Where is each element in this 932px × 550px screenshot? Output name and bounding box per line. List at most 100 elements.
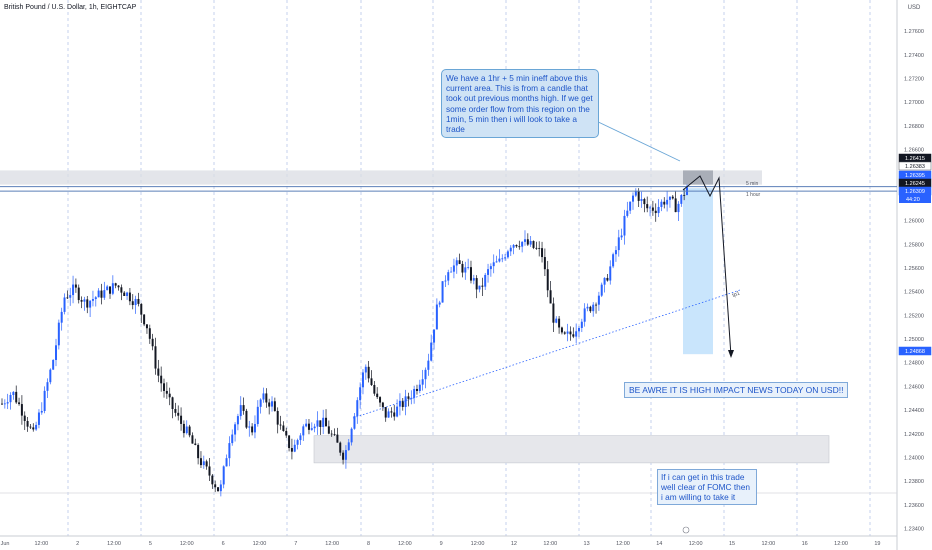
candle: [495, 255, 498, 263]
candle-body: [651, 207, 654, 211]
candle: [373, 381, 376, 396]
candle-body: [367, 366, 370, 379]
candle: [660, 199, 663, 212]
candle: [60, 307, 63, 331]
candle: [9, 392, 12, 410]
price-badge-text: 1.26395: [905, 173, 925, 179]
candle-body: [97, 290, 100, 298]
candle: [336, 427, 339, 443]
candle-body: [634, 190, 637, 196]
x-tick-label: 16: [802, 541, 808, 547]
candle: [214, 480, 217, 493]
candle: [597, 291, 600, 311]
candle-body: [592, 304, 595, 312]
candle: [52, 359, 55, 371]
candle: [367, 360, 370, 383]
candle: [1, 398, 3, 405]
candle-body: [589, 306, 592, 312]
candle: [242, 397, 245, 415]
candle-body: [100, 290, 103, 298]
candle-body: [3, 403, 6, 405]
candle: [356, 397, 359, 424]
candle-body: [268, 402, 271, 407]
inefficiency-zone: [0, 170, 762, 185]
candle-body: [646, 204, 649, 209]
candle: [387, 408, 390, 418]
x-tick-label: 12:00: [34, 541, 48, 547]
price-badge: 1.26245: [898, 178, 932, 188]
price-badge-text: 1.24868: [905, 349, 925, 355]
candle-body: [455, 260, 458, 266]
candle: [131, 294, 134, 310]
candle-body: [361, 372, 364, 388]
x-tick-label: 19: [874, 541, 880, 547]
candle: [72, 275, 75, 304]
candle-body: [248, 426, 251, 428]
candle: [248, 420, 251, 437]
candle-body: [373, 385, 376, 394]
candle: [194, 438, 197, 446]
candle: [438, 300, 441, 308]
candle-body: [390, 411, 393, 413]
projection-arrowhead: [728, 350, 734, 358]
candle-body: [538, 248, 541, 249]
candle: [330, 430, 333, 437]
candle-body: [563, 332, 566, 334]
candle-body: [171, 397, 174, 410]
candle: [296, 438, 299, 450]
candle-body: [475, 278, 478, 290]
projection-path: [682, 175, 732, 357]
candle: [552, 297, 555, 332]
candle-body: [438, 302, 441, 305]
candle-body: [253, 424, 256, 433]
candle-body: [288, 435, 291, 449]
candle-body: [629, 201, 632, 211]
candle-body: [290, 448, 293, 452]
candle: [435, 298, 438, 330]
candle: [424, 367, 427, 389]
candle: [160, 366, 163, 392]
x-tick-label: 12:00: [325, 541, 339, 547]
candle-body: [541, 248, 544, 258]
candle-body: [9, 394, 12, 403]
candle-body: [407, 396, 410, 399]
candle-body: [180, 415, 183, 424]
candle-body: [55, 345, 58, 360]
candle-body: [40, 410, 43, 413]
candle-body: [231, 434, 234, 444]
candle-body: [60, 311, 63, 323]
candle-body: [370, 378, 373, 386]
candle-body: [77, 287, 80, 301]
candle: [120, 284, 123, 301]
candle: [580, 318, 583, 333]
candle-body: [307, 423, 310, 430]
candle-body: [433, 329, 436, 343]
candle-body: [586, 306, 589, 309]
candle: [538, 241, 541, 257]
annotation-fomc-note[interactable]: If i can get in this trade well clear of…: [657, 469, 757, 505]
price-badge-text: 1.26309: [905, 189, 925, 195]
candle-body: [415, 388, 418, 391]
price-badge-text: 1.26383: [905, 164, 925, 170]
candle: [97, 288, 100, 298]
callout-pointer: [591, 118, 681, 162]
candle: [546, 260, 549, 298]
candle: [29, 423, 32, 430]
x-tick-label: 12:00: [689, 541, 703, 547]
candle: [353, 413, 356, 430]
candle-body: [617, 237, 620, 251]
candle-body: [199, 458, 202, 466]
annotation-inefficiency-note[interactable]: We have a 1hr + 5 min ineff above this c…: [441, 69, 599, 139]
candle-body: [86, 299, 89, 308]
candle: [347, 439, 350, 451]
y-tick-label: 1.27400: [904, 53, 924, 59]
candle-body: [236, 416, 239, 425]
time-axis: Jun 12:00 2 12:00 5 12:00 6 12:00 7 12:00 8 12:00 9 1…: [1, 526, 880, 547]
candle: [319, 420, 322, 435]
candle-body: [418, 384, 421, 391]
annotation-news-warning[interactable]: BE AWRE IT IS HIGH IMPACT NEWS TODAY ON …: [624, 382, 849, 398]
candle: [492, 254, 495, 274]
candle: [316, 411, 319, 435]
y-tick-label: 1.24800: [904, 361, 924, 367]
